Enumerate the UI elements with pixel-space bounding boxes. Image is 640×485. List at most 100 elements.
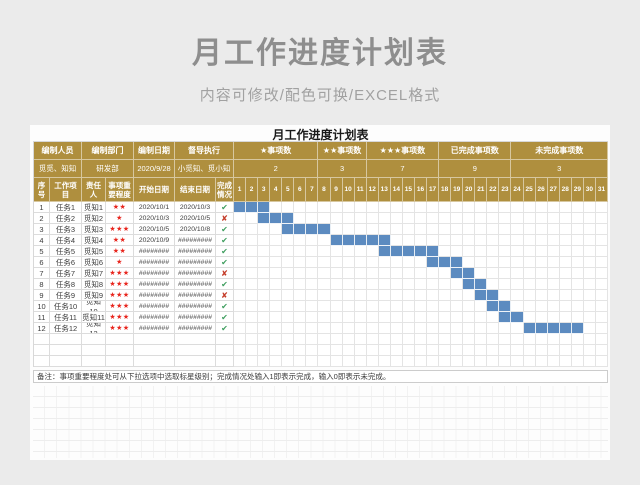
end-date-cell: ######### [175, 268, 216, 279]
gantt-day-cell [342, 323, 355, 334]
gantt-day-cell [378, 279, 391, 290]
gantt-day-cell [282, 323, 295, 334]
gantt-day-cell [487, 312, 500, 323]
gantt-day-cell [475, 246, 488, 257]
gantt-day-cell [270, 224, 283, 235]
gantt-day-cell [427, 202, 440, 213]
gantt-day-cell [559, 224, 572, 235]
empty-day-cell [583, 334, 596, 345]
empty-day-cell [414, 334, 428, 345]
day-header-cell: 6 [294, 178, 307, 202]
gantt-day-cell [571, 290, 584, 301]
gantt-day-cell [378, 202, 391, 213]
empty-cell [106, 334, 134, 345]
empty-day-cell [439, 345, 452, 356]
priority-stars-cell: ★★★ [106, 224, 134, 235]
end-date-cell: ######### [175, 290, 216, 301]
gantt-day-cell [523, 312, 536, 323]
gantt-day-cell [294, 257, 307, 268]
gantt-day-cell [294, 268, 307, 279]
empty-day-cell [547, 334, 560, 345]
gantt-day-cell [475, 312, 488, 323]
gantt-day-cell [390, 312, 403, 323]
gantt-bar-cell [547, 323, 560, 334]
empty-day-cell [402, 334, 415, 345]
gantt-day-cell [258, 235, 271, 246]
gantt-day-cell [535, 312, 548, 323]
gantt-day-cell [499, 279, 512, 290]
gantt-day-cell [451, 323, 464, 334]
empty-day-cell [402, 345, 415, 356]
day-header-cell: 19 [451, 178, 464, 202]
gantt-bar-cell [390, 246, 403, 257]
gantt-day-cell [535, 268, 548, 279]
gantt-bar-cell [475, 279, 488, 290]
gantt-day-cell [511, 202, 524, 213]
priority-stars-cell: ★★ [106, 202, 134, 213]
gantt-day-cell [402, 301, 415, 312]
day-header-cell: 18 [439, 178, 452, 202]
gantt-day-cell [258, 323, 271, 334]
gantt-day-cell [402, 312, 415, 323]
empty-day-cell [571, 334, 584, 345]
gantt-day-cell [571, 224, 584, 235]
gantt-day-cell [306, 235, 319, 246]
gantt-bar-cell [246, 202, 259, 213]
empty-day-cell [523, 334, 536, 345]
gantt-day-cell [571, 268, 584, 279]
end-date-cell: ######### [175, 235, 216, 246]
empty-cell [216, 334, 234, 345]
serial-cell: 8 [34, 279, 50, 290]
serial-cell: 2 [34, 213, 50, 224]
sheet-title: 月工作进度计划表 [272, 128, 369, 142]
end-date-cell: 2020/10/3 [175, 202, 216, 213]
gantt-bar-cell [378, 246, 391, 257]
gantt-day-cell [427, 301, 440, 312]
owner-cell: 觅知3 [82, 224, 106, 235]
empty-day-cell [246, 356, 259, 367]
gantt-day-cell [439, 268, 452, 279]
info-value-cell: 3 [318, 160, 367, 178]
gantt-day-cell [342, 202, 355, 213]
gantt-day-cell [402, 202, 415, 213]
gantt-day-cell [270, 279, 283, 290]
info-label-cell: 编制日期 [134, 142, 175, 160]
gantt-day-cell [258, 279, 271, 290]
gantt-day-cell [234, 312, 247, 323]
day-header-cell: 16 [414, 178, 428, 202]
gantt-day-cell [366, 312, 379, 323]
gantt-day-cell [559, 312, 572, 323]
gantt-day-cell [246, 323, 259, 334]
serial-cell: 3 [34, 224, 50, 235]
task-name-cell: 任务6 [50, 257, 82, 268]
gantt-day-cell [487, 224, 500, 235]
gantt-day-cell [414, 213, 428, 224]
empty-day-cell [354, 334, 367, 345]
gantt-day-cell [234, 301, 247, 312]
gantt-day-cell [318, 301, 331, 312]
column-header-cell: 序号 [34, 178, 50, 202]
gantt-day-cell [246, 257, 259, 268]
empty-day-cell [246, 345, 259, 356]
empty-day-cell [535, 345, 548, 356]
gantt-day-cell [342, 257, 355, 268]
gantt-day-cell [414, 257, 428, 268]
gantt-day-cell [282, 268, 295, 279]
gantt-day-cell [330, 213, 343, 224]
gantt-day-cell [366, 213, 379, 224]
gantt-day-cell [366, 257, 379, 268]
info-value-cell: 小觅知、觅小知 [175, 160, 234, 178]
gantt-day-cell [547, 257, 560, 268]
gantt-day-cell [427, 224, 440, 235]
empty-day-cell [282, 356, 295, 367]
priority-stars-cell: ★★★ [106, 268, 134, 279]
empty-day-cell [559, 334, 572, 345]
gantt-day-cell [414, 279, 428, 290]
empty-cell [34, 334, 50, 345]
gantt-bar-cell [282, 224, 295, 235]
serial-cell: 12 [34, 323, 50, 334]
gantt-day-cell [595, 323, 608, 334]
info-label-cell: 未完成事项数 [511, 142, 608, 160]
gantt-day-cell [366, 301, 379, 312]
empty-sheet-rows [33, 386, 608, 458]
